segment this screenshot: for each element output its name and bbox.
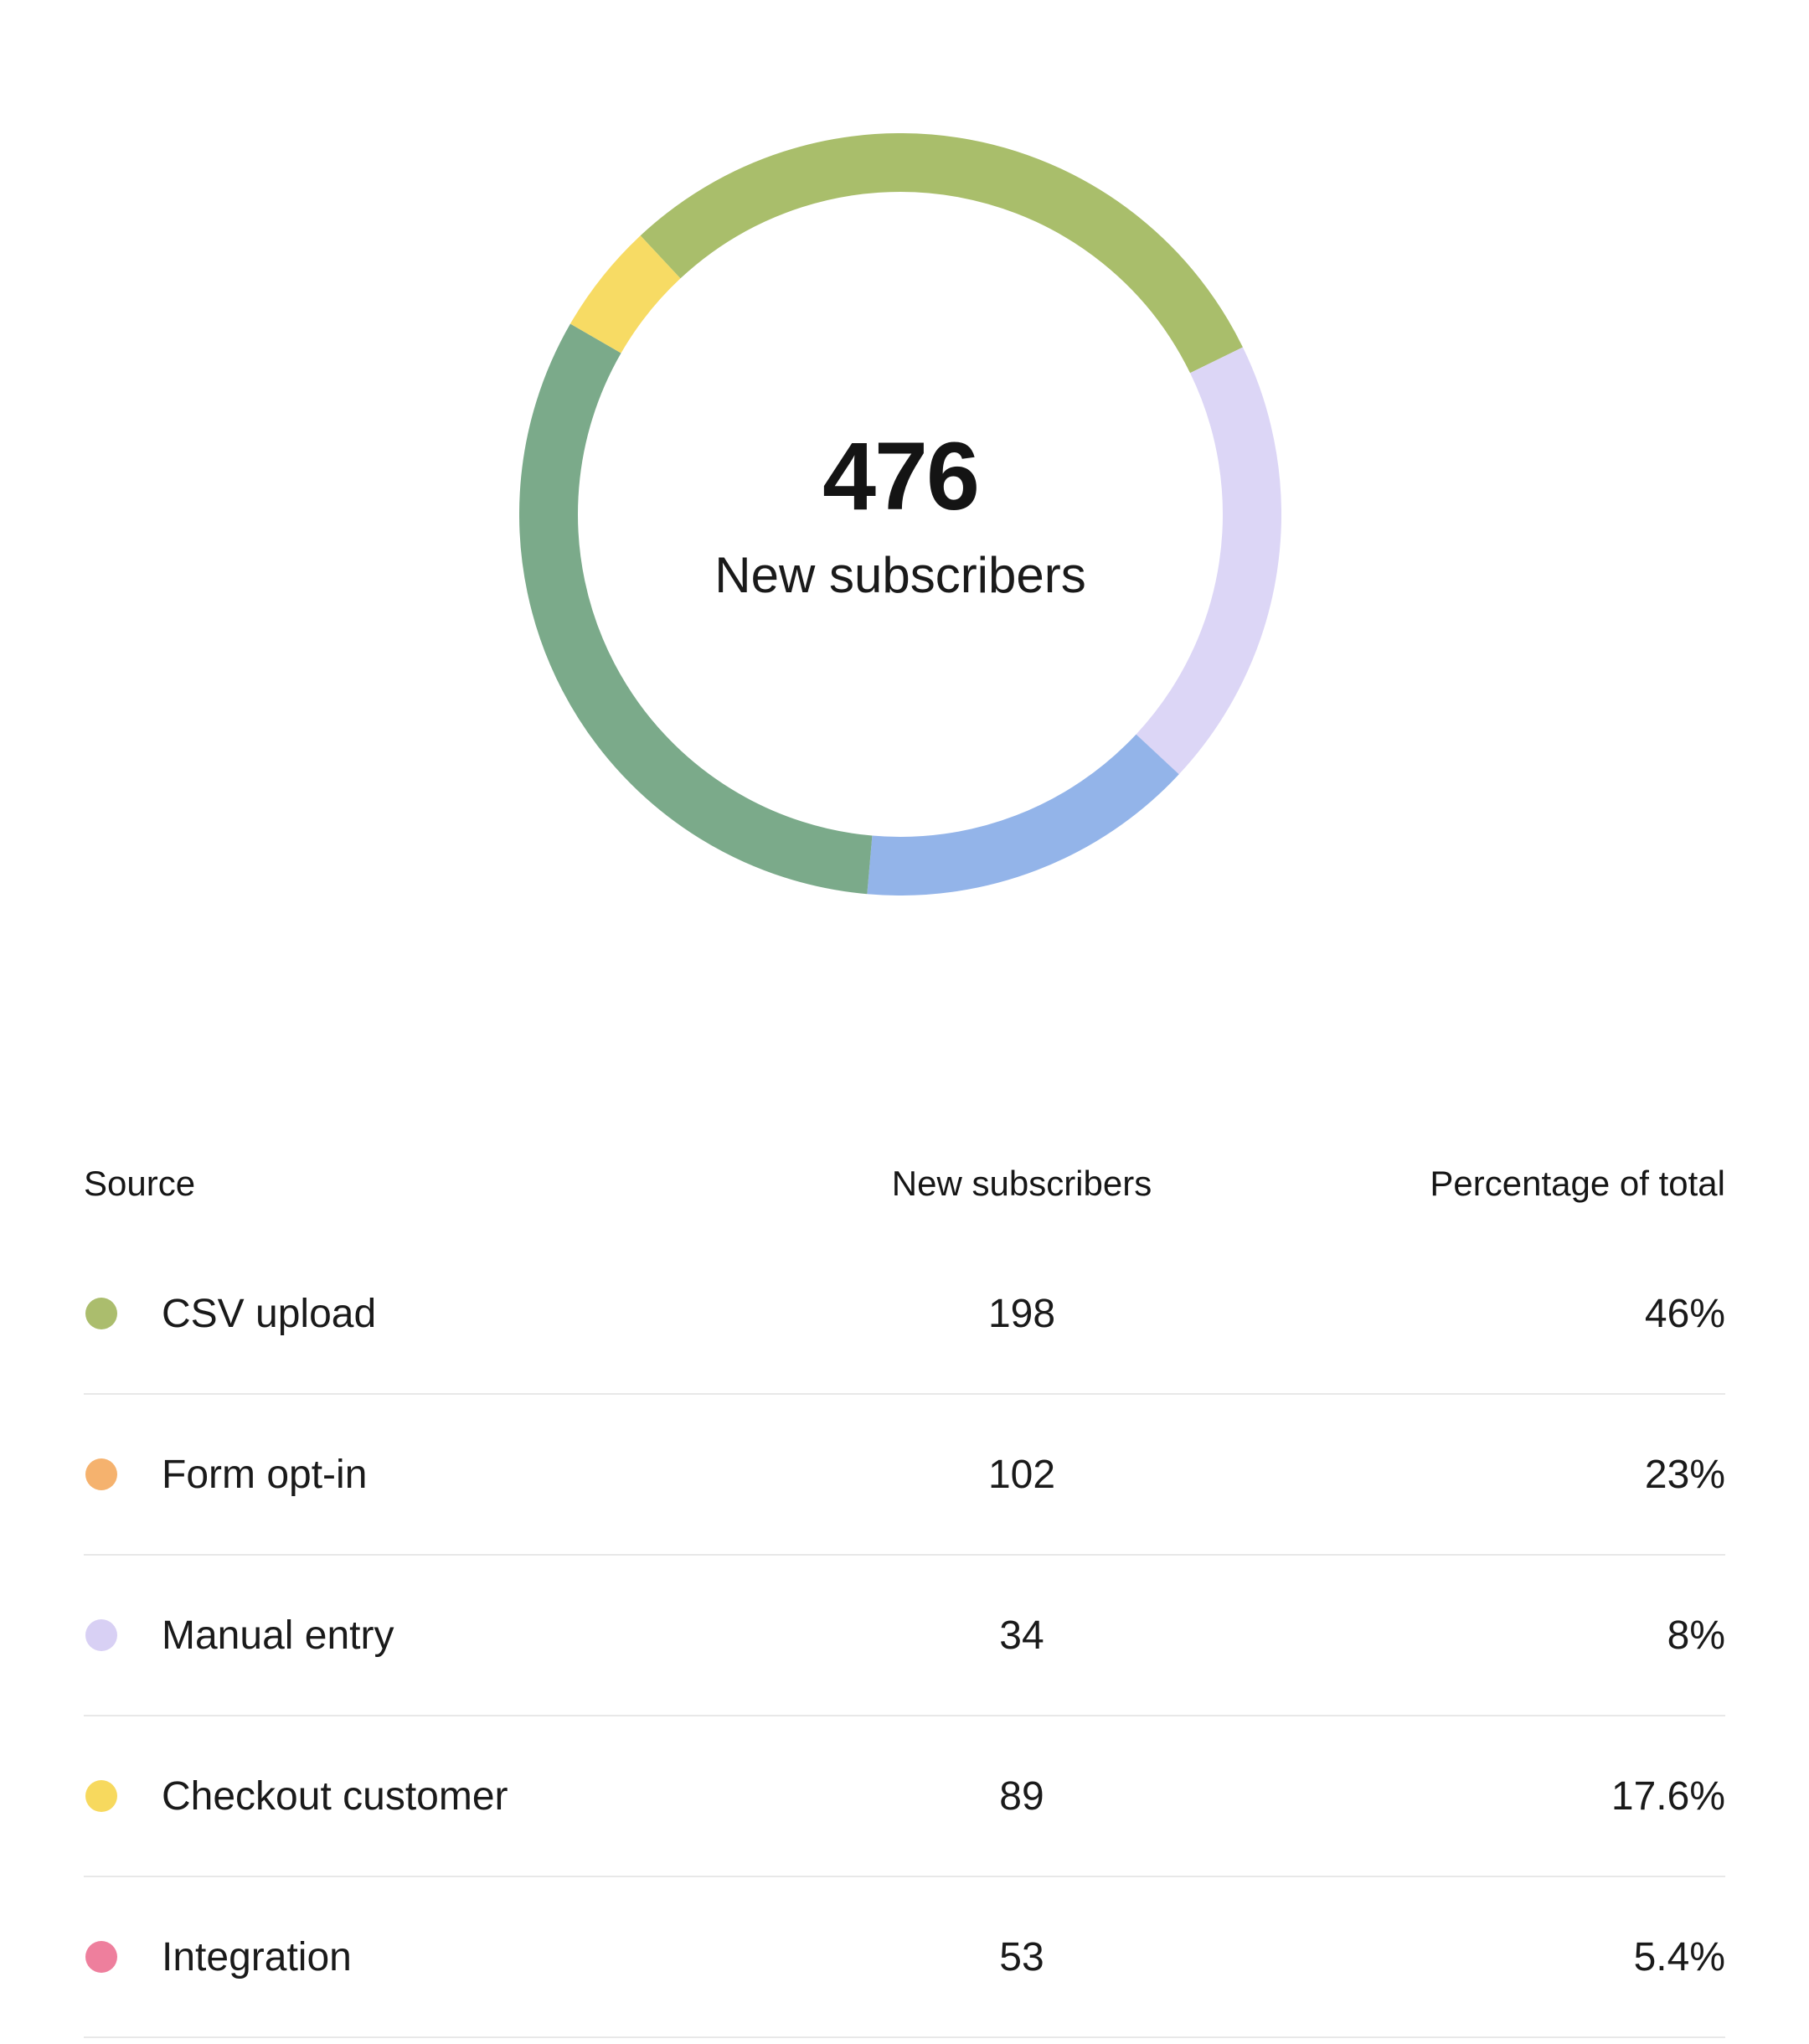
percentage-value: 23% bbox=[1644, 1452, 1725, 1497]
subscribers-value: 89 bbox=[999, 1773, 1044, 1819]
header-percentage-of-total: Percentage of total bbox=[1430, 1164, 1725, 1203]
table-row-csv-upload: CSV upload 198 46% bbox=[84, 1234, 1725, 1395]
legend-dot-icon bbox=[85, 1941, 117, 1973]
subscribers-value: 53 bbox=[999, 1934, 1044, 1979]
percentage-value: 5.4% bbox=[1633, 1934, 1725, 1979]
subscribers-value: 102 bbox=[987, 1452, 1056, 1497]
legend-dot-icon bbox=[85, 1458, 117, 1490]
percentage-value: 8% bbox=[1667, 1613, 1725, 1658]
teal-segment bbox=[519, 323, 873, 895]
source-label: Integration bbox=[162, 1934, 352, 1979]
table-header-row: Source New subscribers Percentage of tot… bbox=[84, 1133, 1725, 1234]
donut-chart: 476 New subscribers bbox=[519, 133, 1281, 896]
sources-table: Source New subscribers Percentage of tot… bbox=[84, 1133, 1725, 2038]
source-label: Form opt-in bbox=[162, 1452, 368, 1497]
legend-dot-icon bbox=[85, 1298, 117, 1329]
table-row-integration: Integration 53 5.4% bbox=[84, 1877, 1725, 2038]
table-row-manual-entry: Manual entry 34 8% bbox=[84, 1556, 1725, 1716]
source-cell: Checkout customer bbox=[84, 1773, 787, 1819]
donut-rings bbox=[519, 133, 1281, 896]
percentage-value: 17.6% bbox=[1611, 1773, 1725, 1819]
source-label: Checkout customer bbox=[162, 1773, 508, 1819]
table-row-form-opt-in: Form opt-in 102 23% bbox=[84, 1395, 1725, 1556]
subscribers-value: 198 bbox=[987, 1291, 1056, 1336]
legend-dot-icon bbox=[85, 1780, 117, 1812]
source-cell: CSV upload bbox=[84, 1291, 787, 1337]
header-new-subscribers: New subscribers bbox=[891, 1164, 1152, 1203]
header-source: Source bbox=[84, 1164, 196, 1203]
legend-dot-icon bbox=[85, 1619, 117, 1651]
table-row-checkout-customer: Checkout customer 89 17.6% bbox=[84, 1716, 1725, 1877]
olive-segment bbox=[640, 133, 1243, 374]
donut-chart-section: 476 New subscribers bbox=[519, 133, 1281, 896]
yellow-segment bbox=[570, 235, 681, 354]
source-label: CSV upload bbox=[162, 1291, 377, 1336]
source-cell: Form opt-in bbox=[84, 1452, 787, 1498]
subscribers-value: 34 bbox=[999, 1613, 1044, 1658]
source-cell: Manual entry bbox=[84, 1613, 787, 1659]
lavender-segment bbox=[1136, 347, 1281, 775]
blue-segment bbox=[867, 734, 1179, 896]
source-cell: Integration bbox=[84, 1934, 787, 1980]
source-label: Manual entry bbox=[162, 1613, 394, 1658]
percentage-value: 46% bbox=[1644, 1291, 1725, 1336]
